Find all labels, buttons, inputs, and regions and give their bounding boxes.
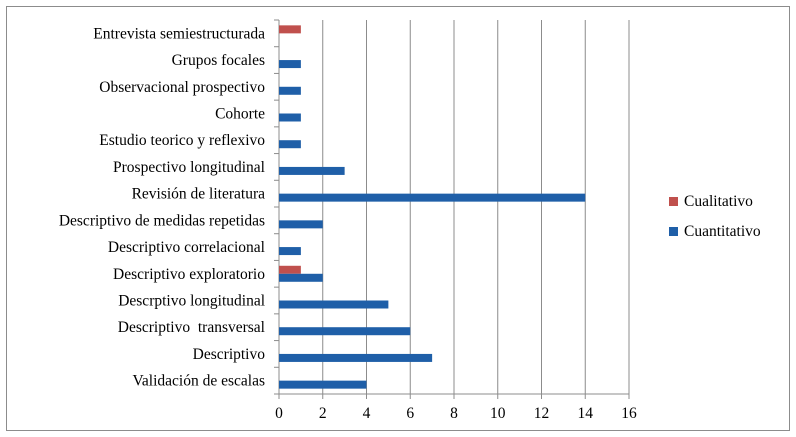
bar-cuantitativo [279, 166, 345, 175]
category-label: Descrptivo longitudinal [118, 293, 265, 310]
bar-cuantitativo [279, 60, 301, 69]
category-label: Descriptivo [193, 346, 266, 363]
bar-cuantitativo [279, 380, 367, 389]
bar-cuantitativo [279, 300, 389, 309]
bar-cuantitativo [279, 86, 301, 95]
x-tick-label: 2 [319, 405, 327, 422]
legend-swatch [669, 197, 678, 206]
x-tick-label: 4 [363, 405, 371, 422]
bar-cuantitativo [279, 220, 323, 229]
bar-cuantitativo [279, 273, 323, 282]
category-labels: Entrevista semiestructurada Grupos focale… [59, 25, 265, 389]
chart-frame [6, 6, 790, 431]
category-label: Estudio teorico y reflexivo [99, 132, 265, 149]
x-tick-label: 16 [621, 405, 637, 422]
category-label: Descriptivo exploratorio [113, 266, 265, 283]
legend-label: Cualitativo [684, 193, 753, 210]
category-label: Prospectivo longitudinal [113, 159, 265, 176]
bar-cuantitativo [279, 327, 411, 336]
category-label: Revisión de literatura [132, 186, 266, 203]
category-label: Descriptivo transversal [118, 319, 265, 336]
x-tick-label: 14 [578, 405, 594, 422]
legend: Cualitativo Cuantitativo [669, 193, 761, 240]
bar-cuantitativo [279, 140, 301, 149]
legend-swatch [669, 227, 678, 236]
gridlines [274, 19, 630, 399]
bar-cuantitativo [279, 353, 433, 362]
category-label: Cohorte [215, 106, 265, 123]
bar-cuantitativo [279, 247, 301, 256]
category-label: Descriptivo de medidas repetidas [59, 212, 265, 229]
category-label: Entrevista semiestructurada [93, 25, 265, 42]
legend-label: Cuantitativo [684, 223, 761, 240]
x-tick-label: 0 [275, 405, 283, 422]
bar-cualitativo [279, 265, 301, 274]
category-label: Grupos focales [172, 52, 265, 69]
category-label: Descriptivo correlacional [108, 239, 265, 256]
x-tick-labels: 0 2 4 6 8 10 12 14 16 [275, 405, 637, 422]
bar-cualitativo [279, 25, 301, 34]
x-tick-label: 8 [450, 405, 458, 422]
bar-cuantitativo [279, 113, 301, 122]
category-label: Observacional prospectivo [99, 79, 265, 96]
bar-cuantitativo [279, 193, 586, 202]
x-tick-label: 6 [406, 405, 414, 422]
category-label: Validación de escalas [132, 373, 265, 390]
x-tick-label: 10 [490, 405, 506, 422]
bars [279, 25, 586, 389]
x-tick-label: 12 [534, 405, 550, 422]
